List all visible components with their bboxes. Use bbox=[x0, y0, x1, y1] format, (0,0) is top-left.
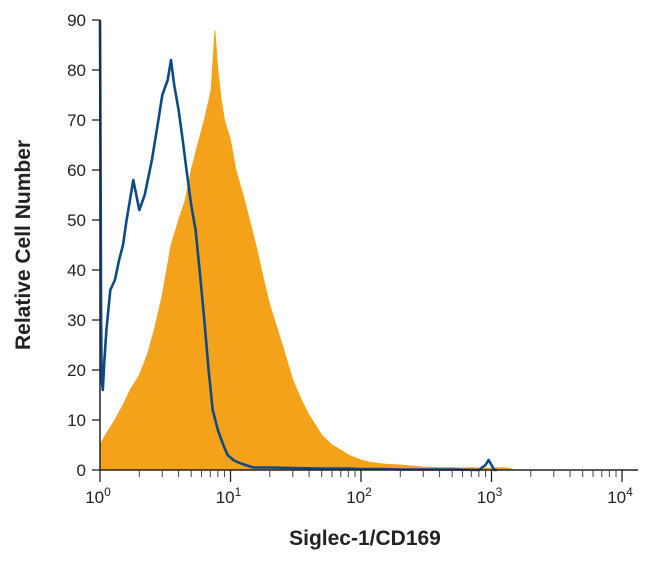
y-ticks: 0 10 20 30 40 50 60 70 80 90 bbox=[67, 11, 100, 480]
x-tick-label: 101 bbox=[216, 485, 242, 507]
x-ticks: 100 101 102 103 104 bbox=[85, 470, 633, 507]
y-tick-label: 30 bbox=[67, 311, 86, 330]
y-tick-label: 90 bbox=[67, 11, 86, 30]
y-tick-label: 60 bbox=[67, 161, 86, 180]
x-tick-label: 102 bbox=[346, 485, 372, 507]
x-axis-title: Siglec-1/CD169 bbox=[289, 527, 441, 550]
y-tick-label: 20 bbox=[67, 361, 86, 380]
x-tick-label: 100 bbox=[85, 485, 111, 507]
y-tick-label: 40 bbox=[67, 261, 86, 280]
y-axis-title: Relative Cell Number bbox=[12, 140, 35, 350]
y-tick-label: 0 bbox=[77, 461, 86, 480]
y-tick-label: 50 bbox=[67, 211, 86, 230]
x-tick-label: 104 bbox=[607, 485, 633, 507]
plot-series bbox=[98, 19, 515, 472]
y-tick-label: 10 bbox=[67, 411, 86, 430]
y-tick-label: 80 bbox=[67, 61, 86, 80]
histogram-filled-series bbox=[99, 29, 515, 471]
axes bbox=[99, 20, 638, 471]
x-tick-label: 103 bbox=[477, 485, 503, 507]
y-tick-label: 70 bbox=[67, 111, 86, 130]
